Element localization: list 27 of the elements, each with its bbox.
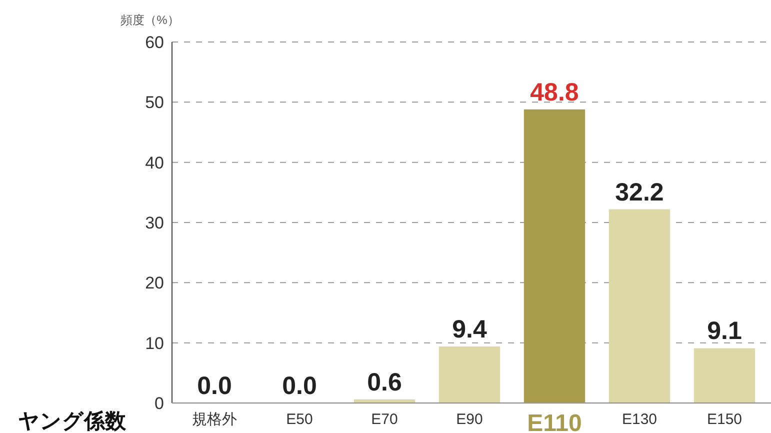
bar xyxy=(608,209,670,403)
y-axis-title: 頻度（%） xyxy=(120,13,180,27)
data-label: 0.0 xyxy=(282,372,317,400)
bar xyxy=(438,346,500,403)
x-tick-label: E50 xyxy=(286,411,313,428)
data-label: 0.0 xyxy=(197,372,232,400)
y-tick-label: 50 xyxy=(145,93,164,112)
x-tick-label: E130 xyxy=(622,411,658,428)
x-tick-label: E90 xyxy=(456,411,483,428)
data-label: 32.2 xyxy=(615,178,664,206)
data-label: 9.4 xyxy=(452,315,487,344)
y-tick-label: 30 xyxy=(145,214,164,232)
x-tick-label: 規格外 xyxy=(192,411,237,428)
x-tick-label: E110 xyxy=(527,410,582,433)
x-axis-title: ヤング係数 xyxy=(18,410,127,433)
x-tick-label: E150 xyxy=(706,411,742,428)
x-tick-label: E70 xyxy=(371,411,398,428)
data-label: 9.1 xyxy=(707,317,742,346)
y-tick-label: 10 xyxy=(145,334,164,353)
y-tick-label: 40 xyxy=(145,153,164,172)
y-tick-label: 0 xyxy=(154,394,164,413)
y-tick-label: 20 xyxy=(145,274,164,293)
bar xyxy=(694,348,756,403)
data-label: 48.8 xyxy=(530,78,579,106)
bar xyxy=(524,109,586,403)
y-tick-label: 60 xyxy=(145,33,164,52)
data-label: 0.6 xyxy=(367,368,402,396)
